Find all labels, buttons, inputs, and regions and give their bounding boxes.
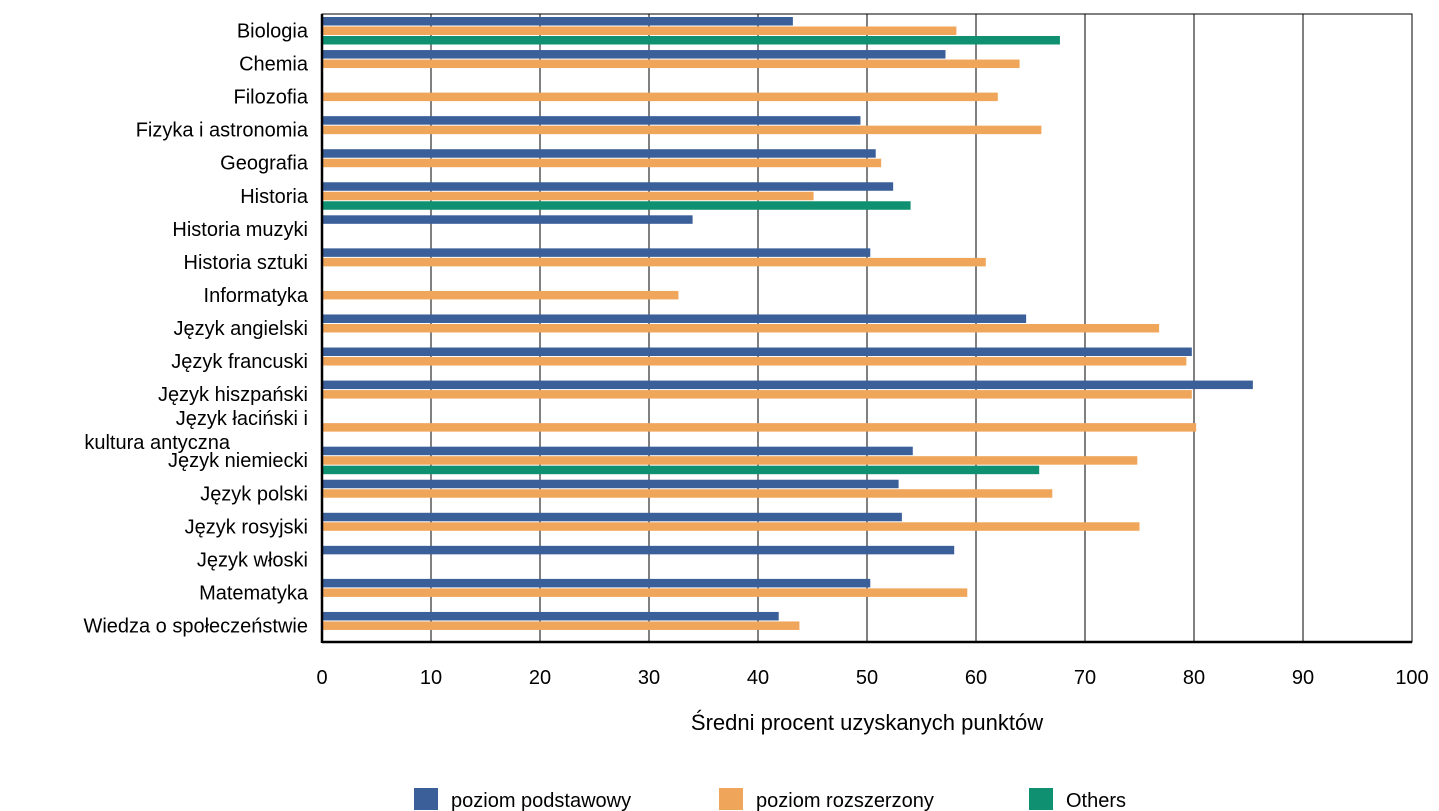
bar-others	[322, 465, 1040, 475]
bar-poziom-rozszerzony	[322, 191, 814, 201]
category-label: Język angielski	[173, 318, 308, 340]
x-tick-label: 40	[747, 667, 769, 689]
category-label: Język polski	[200, 483, 308, 505]
bar-poziom-podstawowy	[322, 479, 899, 489]
bars	[322, 17, 1253, 630]
x-tick-label: 90	[1292, 667, 1314, 689]
category-label: Filozofia	[234, 87, 309, 109]
category-label: Matematyka	[199, 582, 309, 604]
category-label: Wiedza o społeczeństwie	[83, 615, 308, 637]
category-label: Biologia	[237, 21, 309, 43]
bar-poziom-rozszerzony	[322, 489, 1053, 498]
bar-poziom-rozszerzony	[322, 390, 1192, 399]
bar-poziom-podstawowy	[322, 347, 1192, 357]
bar-poziom-rozszerzony	[322, 522, 1140, 531]
bar-poziom-podstawowy	[322, 182, 894, 191]
plot-frame	[320, 13, 1413, 644]
category-label: Język francuski	[171, 351, 308, 373]
bar-poziom-rozszerzony	[322, 621, 800, 630]
category-label: Informatyka	[204, 285, 309, 307]
bar-poziom-podstawowy	[322, 248, 871, 257]
bar-poziom-rozszerzony	[322, 588, 968, 597]
x-tick-label: 30	[638, 667, 660, 689]
legend-label: poziom podstawowy	[451, 790, 631, 811]
x-axis-title: Średni procent uzyskanych punktów	[691, 710, 1043, 735]
x-tick-label: 10	[420, 667, 442, 689]
bar-poziom-rozszerzony	[322, 59, 1020, 69]
bar-poziom-podstawowy	[322, 215, 693, 224]
bar-poziom-podstawowy	[322, 446, 913, 456]
bar-poziom-podstawowy	[322, 578, 871, 588]
x-tick-label: 70	[1074, 667, 1096, 689]
bar-poziom-podstawowy	[322, 149, 876, 158]
category-label: Język niemiecki	[168, 450, 308, 472]
bar-poziom-rozszerzony	[322, 323, 1160, 333]
bar-others	[322, 201, 911, 210]
category-label: Język włoski	[197, 549, 308, 571]
bar-poziom-podstawowy	[322, 380, 1253, 390]
bar-poziom-rozszerzony	[322, 26, 957, 35]
category-labels: Biologia Chemia Filozofia Fizyka i astronom…	[83, 21, 308, 638]
bar-poziom-rozszerzony	[322, 456, 1138, 465]
bar-poziom-rozszerzony	[322, 357, 1187, 366]
x-tick-labels: 0 10 20 30 40 50 60 70 80 90 100	[316, 667, 1428, 689]
legend-swatch	[1029, 788, 1053, 810]
category-label: Historia muzyki	[172, 219, 308, 241]
bar-poziom-podstawowy	[322, 545, 955, 555]
category-label: Chemia	[239, 54, 309, 76]
x-tick-label: 0	[316, 667, 327, 689]
category-label: Język hiszpański	[158, 384, 308, 406]
legend-label: poziom rozszerzony	[756, 790, 934, 811]
bar-poziom-rozszerzony	[322, 92, 998, 102]
category-label: Geografia	[220, 153, 309, 175]
x-tick-label: 80	[1183, 667, 1205, 689]
category-label: Historia	[240, 186, 309, 208]
x-tick-label: 20	[529, 667, 551, 689]
bar-poziom-podstawowy	[322, 17, 793, 26]
bar-poziom-podstawowy	[322, 314, 1027, 323]
category-label: Język rosyjski	[185, 516, 308, 538]
bar-poziom-podstawowy	[322, 512, 902, 522]
bar-others	[322, 36, 1060, 45]
x-tick-label: 100	[1395, 667, 1428, 689]
category-label: Fizyka i astronomia	[136, 120, 309, 142]
x-tick-label: 50	[856, 667, 878, 689]
legend-swatch	[719, 788, 743, 810]
category-label: Historia sztuki	[184, 252, 308, 274]
bar-poziom-podstawowy	[322, 611, 779, 621]
bar-poziom-podstawowy	[322, 50, 946, 59]
legend-label: Others	[1066, 790, 1126, 811]
bar-poziom-rozszerzony	[322, 158, 882, 168]
x-tick-label: 60	[965, 667, 987, 689]
bar-poziom-podstawowy	[322, 116, 861, 125]
bar-poziom-rozszerzony	[322, 423, 1197, 432]
legend: poziom podstawowy poziom rozszerzony Other…	[414, 788, 1126, 811]
bar-poziom-rozszerzony	[322, 257, 986, 267]
category-label: Język łaciński i kultura antyczna	[84, 408, 308, 454]
bar-poziom-rozszerzony	[322, 125, 1042, 135]
bar-poziom-rozszerzony	[322, 290, 679, 300]
legend-swatch	[414, 788, 438, 810]
